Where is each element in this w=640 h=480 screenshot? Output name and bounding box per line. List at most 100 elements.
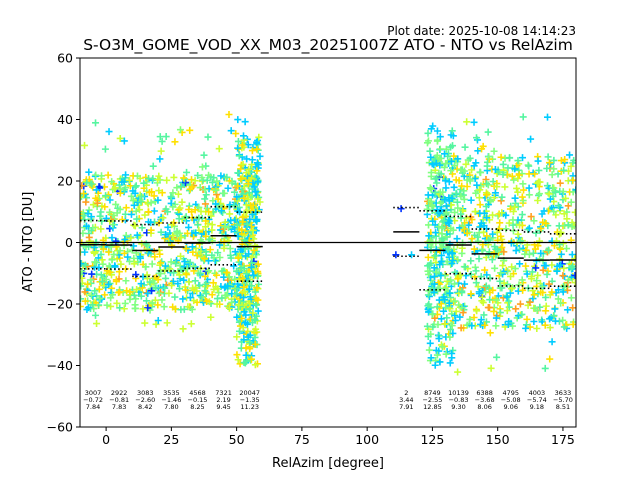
data-point xyxy=(240,194,248,202)
data-point xyxy=(454,368,462,376)
data-point xyxy=(477,316,485,324)
data-point xyxy=(169,189,177,197)
bin-count-label: 2922 xyxy=(111,389,128,397)
y-tick-label: 20 xyxy=(57,174,73,189)
data-point xyxy=(238,141,246,149)
data-point xyxy=(449,196,457,204)
data-point xyxy=(148,299,156,307)
data-point xyxy=(529,169,537,177)
data-point xyxy=(226,245,234,253)
plot-date: Plot date: 2025-10-08 14:14:23 xyxy=(387,24,576,38)
data-point xyxy=(450,152,458,160)
data-point xyxy=(112,200,120,208)
data-point xyxy=(250,271,258,279)
data-point xyxy=(433,303,441,311)
data-point xyxy=(144,208,152,216)
data-point xyxy=(525,250,533,258)
data-point xyxy=(466,315,474,323)
data-point xyxy=(220,244,228,252)
bin-std-label: 7.80 xyxy=(164,403,178,411)
data-point xyxy=(171,293,179,301)
data-point xyxy=(161,266,169,274)
data-point xyxy=(493,183,501,191)
data-point xyxy=(442,350,450,358)
data-point xyxy=(252,216,260,224)
data-point xyxy=(155,289,163,297)
data-point xyxy=(95,254,103,262)
data-point xyxy=(97,271,105,279)
data-point xyxy=(513,184,521,192)
data-point xyxy=(457,185,465,193)
data-point xyxy=(224,282,232,290)
data-point xyxy=(563,215,571,223)
data-point xyxy=(467,196,475,204)
data-point xyxy=(237,244,245,252)
data-point xyxy=(123,287,131,295)
data-point xyxy=(242,351,250,359)
data-point xyxy=(472,267,480,275)
data-point xyxy=(246,300,254,308)
data-point xyxy=(225,224,233,232)
data-point xyxy=(535,237,543,245)
data-point xyxy=(515,246,523,254)
bin-mean-label: −3.68 xyxy=(475,396,495,404)
data-point xyxy=(549,184,557,192)
data-point xyxy=(122,171,130,179)
data-point xyxy=(143,275,151,283)
data-point xyxy=(212,283,220,291)
data-point xyxy=(176,204,184,212)
data-point xyxy=(503,293,511,301)
data-point xyxy=(491,189,499,197)
data-point xyxy=(101,291,109,299)
data-point xyxy=(91,287,99,295)
bin-count-label: 10139 xyxy=(448,389,469,397)
data-point xyxy=(171,138,179,146)
data-point xyxy=(525,162,533,170)
data-point xyxy=(254,161,262,169)
data-point xyxy=(182,270,190,278)
data-point xyxy=(149,175,157,183)
data-point xyxy=(234,356,242,364)
data-point xyxy=(177,234,185,242)
data-point xyxy=(514,230,522,238)
data-point xyxy=(550,165,558,173)
data-point xyxy=(424,137,432,145)
data-point xyxy=(221,291,229,299)
data-point xyxy=(113,299,121,307)
data-point xyxy=(535,178,543,186)
data-point xyxy=(142,240,150,248)
data-point xyxy=(191,277,199,285)
data-point xyxy=(234,169,242,177)
data-point xyxy=(157,288,165,296)
data-point xyxy=(548,288,556,296)
data-point xyxy=(243,220,251,228)
data-point xyxy=(200,298,208,306)
data-point xyxy=(209,279,217,287)
data-point xyxy=(527,272,535,280)
bin-std-label: 8.51 xyxy=(556,403,570,411)
data-point xyxy=(85,233,93,241)
data-point xyxy=(152,320,160,328)
data-point xyxy=(508,172,516,180)
data-point xyxy=(519,197,527,205)
data-point xyxy=(98,256,106,264)
data-point xyxy=(472,189,480,197)
data-point xyxy=(447,224,455,232)
data-point xyxy=(433,137,441,145)
data-point xyxy=(154,276,162,284)
data-point xyxy=(546,315,554,323)
data-point xyxy=(193,252,201,260)
bin-count-label: 2 xyxy=(404,389,408,397)
data-point xyxy=(514,188,522,196)
data-point xyxy=(126,182,134,190)
data-point xyxy=(213,177,221,185)
data-point xyxy=(425,221,433,229)
data-point xyxy=(192,244,200,252)
data-point xyxy=(194,221,202,229)
data-point xyxy=(433,351,441,359)
data-point xyxy=(486,296,494,304)
data-point xyxy=(518,310,526,318)
data-point xyxy=(80,229,87,237)
data-point xyxy=(89,292,97,300)
data-point xyxy=(136,253,144,261)
